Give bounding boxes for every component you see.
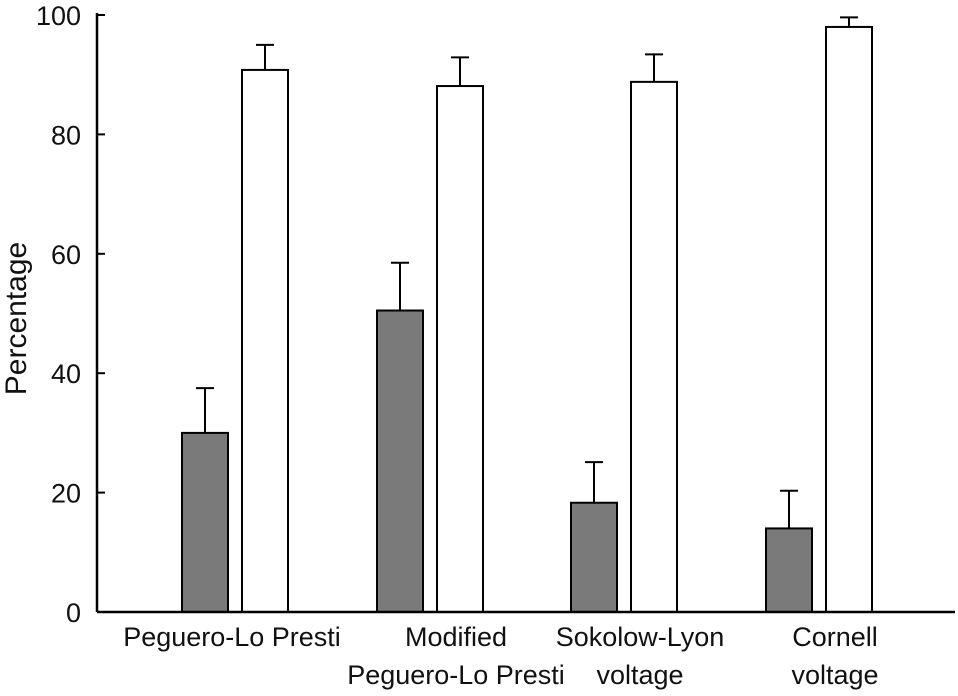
x-category-label: Cornell bbox=[792, 622, 878, 652]
bar-white bbox=[241, 68, 289, 613]
y-tick-label: 20 bbox=[51, 479, 81, 509]
x-category-label: Peguero-Lo Presti bbox=[123, 622, 341, 652]
y-tick-label: 60 bbox=[51, 240, 81, 270]
x-category-label: Modified bbox=[405, 622, 507, 652]
bar-gray bbox=[376, 309, 424, 613]
x-category-label: voltage bbox=[791, 660, 878, 690]
bar-gray bbox=[765, 527, 813, 613]
y-tick-label: 0 bbox=[66, 598, 81, 628]
x-category-labels: Peguero-Lo Presti Modified Peguero-Lo Pres… bbox=[123, 622, 878, 690]
y-tick-label: 100 bbox=[36, 1, 81, 31]
x-category-label: Sokolow-Lyon bbox=[556, 622, 725, 652]
y-ticks: 0 20 40 60 80 100 bbox=[36, 1, 105, 628]
x-category-label: Peguero-Lo Presti bbox=[347, 660, 565, 690]
bar-white bbox=[436, 85, 484, 613]
bar-gray bbox=[570, 501, 618, 613]
y-tick-label: 80 bbox=[51, 120, 81, 150]
error-bars-layer bbox=[196, 16, 858, 529]
y-axis-label: Percentage bbox=[0, 242, 33, 395]
y-tick-label: 40 bbox=[51, 359, 81, 389]
x-category-label: voltage bbox=[596, 660, 683, 690]
bar-gray bbox=[181, 431, 229, 613]
bars-layer bbox=[181, 25, 873, 613]
bar-white bbox=[825, 25, 873, 613]
bar-white bbox=[630, 80, 678, 613]
